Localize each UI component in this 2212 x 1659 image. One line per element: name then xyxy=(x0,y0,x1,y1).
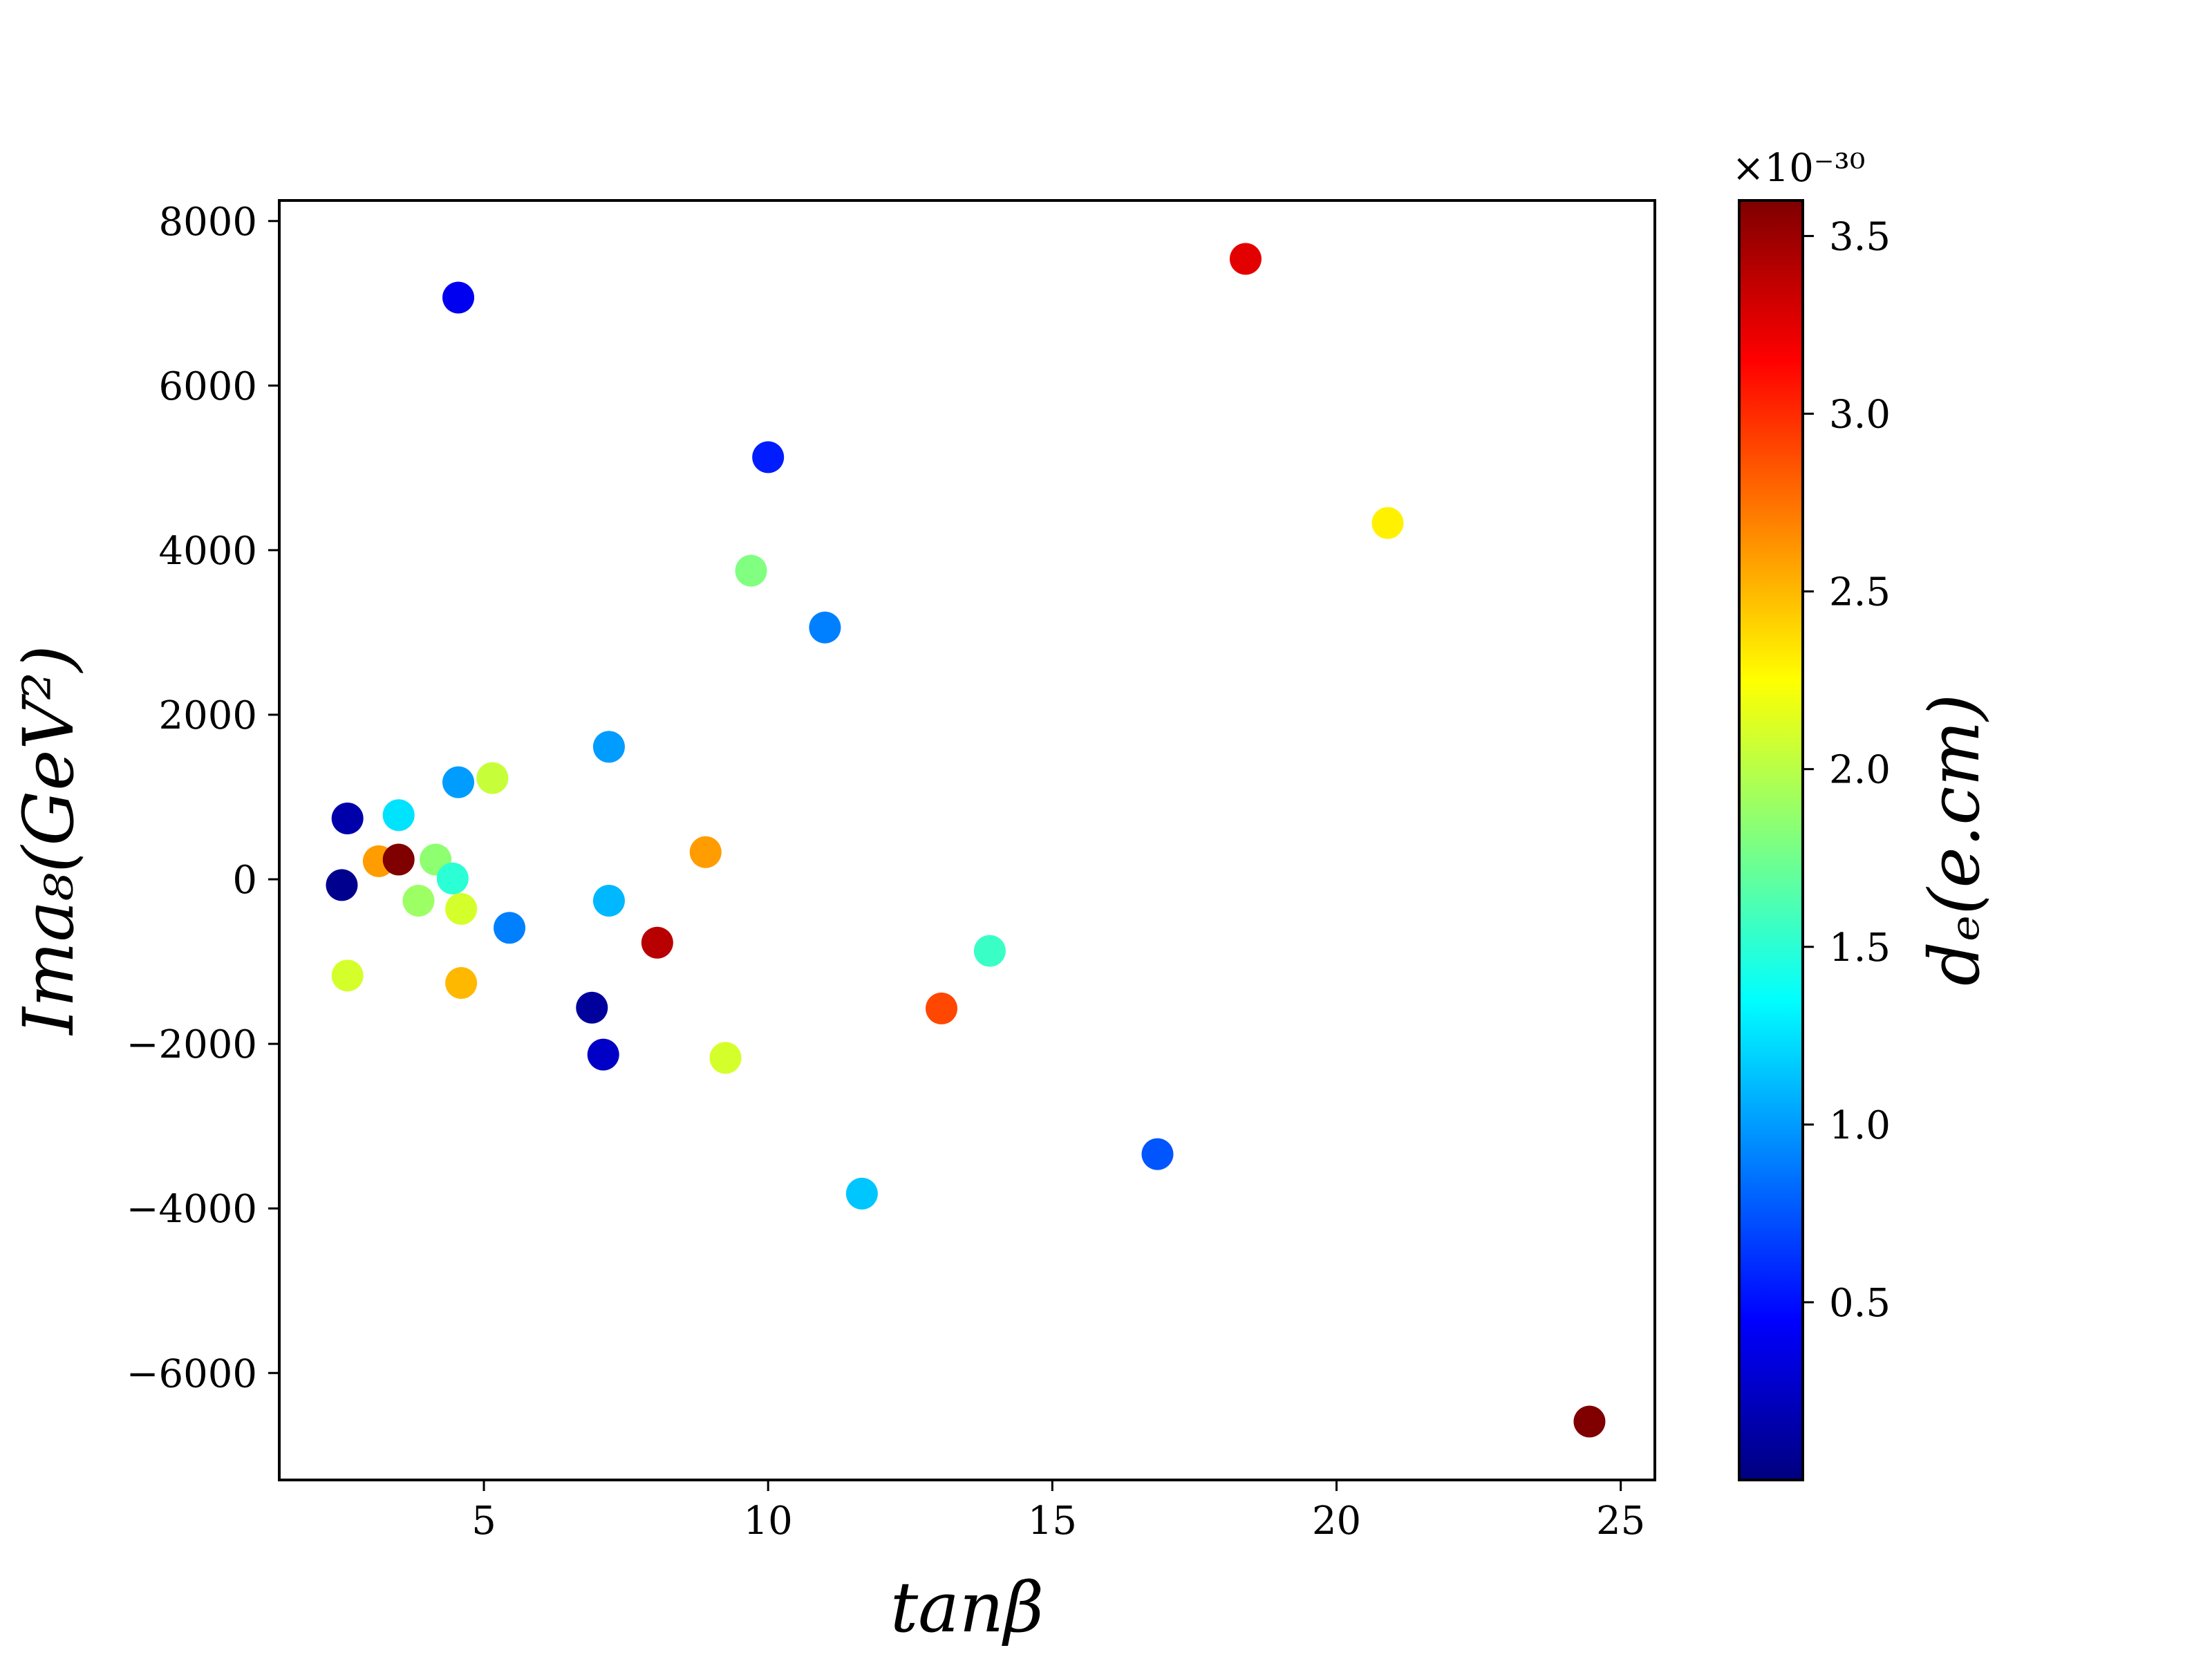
data-point-29 xyxy=(709,1042,742,1074)
colorbar-multiplier: ×10⁻³⁰ xyxy=(1732,146,1866,191)
colorbar-tick-label: 2.5 xyxy=(1829,570,1891,615)
data-point-21 xyxy=(494,912,526,944)
y-tick-label: −2000 xyxy=(126,1022,257,1067)
data-point-5 xyxy=(735,554,767,587)
data-point-4 xyxy=(1371,507,1404,539)
y-tick-label: 6000 xyxy=(158,364,257,409)
data-point-2 xyxy=(1229,243,1262,275)
colorbar-title: dₑ(e.cm) xyxy=(1914,694,1995,986)
x-tick-label: 5 xyxy=(471,1499,496,1544)
data-point-1 xyxy=(442,281,475,314)
data-point-6 xyxy=(809,611,841,644)
x-tick-label: 15 xyxy=(1028,1499,1077,1544)
x-tick-label: 20 xyxy=(1312,1499,1361,1544)
colorbar-ticks: 0.5 1.0 1.5 2.0 2.5 3.0 3.5 xyxy=(1803,214,1891,1326)
data-point-9 xyxy=(476,762,509,794)
colorbar-tick-label: 0.5 xyxy=(1829,1281,1891,1326)
y-tick-label: 4000 xyxy=(158,529,257,574)
y-tick-label: −6000 xyxy=(126,1351,257,1396)
y-tick-label: 0 xyxy=(232,858,257,903)
colorbar xyxy=(1738,199,1804,1481)
y-axis-title: Ima₈(GeV²) xyxy=(8,645,89,1035)
plot-frame xyxy=(278,199,1656,1481)
y-tick-label: −4000 xyxy=(126,1187,257,1232)
data-point-15 xyxy=(436,862,469,894)
data-point-3 xyxy=(752,441,785,474)
data-point-24 xyxy=(331,959,364,992)
data-point-16 xyxy=(326,869,358,901)
colorbar-tick-label: 1.5 xyxy=(1829,926,1891,971)
y-tick-label: 2000 xyxy=(158,693,257,738)
colorbar-tick-label: 3.0 xyxy=(1829,393,1891,438)
data-point-25 xyxy=(445,967,478,1000)
y-axis-ticks: −6000 −4000 −2000 0 2000 4000 6000 8000 xyxy=(126,200,279,1396)
colorbar-tick-label: 2.0 xyxy=(1829,748,1891,793)
data-point-26 xyxy=(576,991,608,1024)
data-point-7 xyxy=(592,731,625,763)
data-point-31 xyxy=(1141,1138,1174,1170)
data-point-20 xyxy=(592,884,625,917)
colorbar-tick-label: 1.0 xyxy=(1829,1103,1891,1148)
data-point-10 xyxy=(331,802,364,834)
data-point-30 xyxy=(845,1177,878,1210)
data-point-32 xyxy=(1573,1405,1606,1438)
data-point-19 xyxy=(445,892,478,925)
data-point-18 xyxy=(402,884,435,917)
data-points xyxy=(326,243,1606,1438)
x-axis-ticks: 5 10 15 20 25 xyxy=(471,1480,1645,1544)
data-point-27 xyxy=(925,992,957,1024)
x-axis-title: tanβ xyxy=(890,1567,1044,1648)
data-point-22 xyxy=(641,926,673,959)
data-point-8 xyxy=(442,766,475,798)
x-tick-label: 25 xyxy=(1596,1499,1645,1544)
data-point-13 xyxy=(382,843,415,876)
data-point-28 xyxy=(587,1038,619,1071)
data-point-23 xyxy=(973,935,1006,967)
data-point-17 xyxy=(689,836,722,868)
colorbar-tick-label: 3.5 xyxy=(1829,214,1891,259)
data-point-11 xyxy=(382,799,415,832)
x-tick-label: 10 xyxy=(744,1499,793,1544)
y-tick-label: 8000 xyxy=(158,200,257,245)
